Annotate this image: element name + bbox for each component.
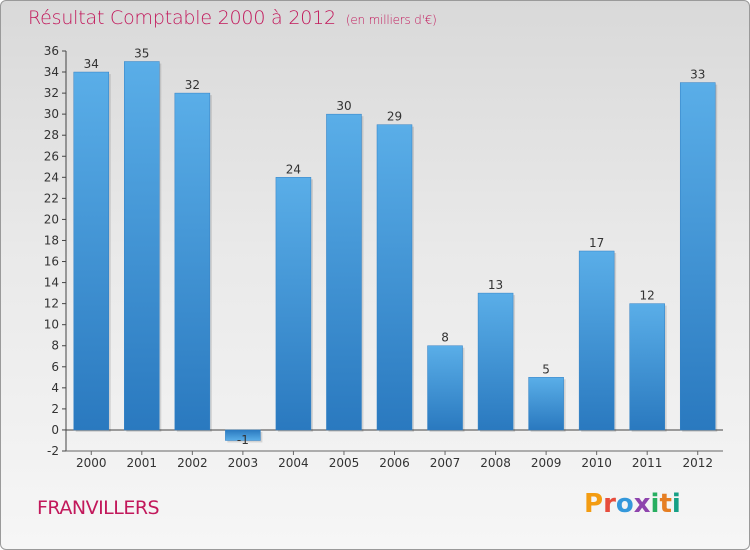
y-tick-label: 0 — [51, 423, 59, 437]
logo-letter: i — [650, 489, 660, 519]
x-tick-label: 2008 — [480, 456, 511, 470]
data-label: 35 — [134, 47, 149, 61]
y-tick-label: 36 — [44, 44, 59, 58]
y-tick-label: 16 — [44, 255, 59, 269]
bar — [73, 71, 110, 431]
y-tick-label: 8 — [51, 339, 59, 353]
data-label: 5 — [542, 362, 550, 376]
data-label: 12 — [640, 289, 655, 303]
logo-letter: x — [633, 489, 651, 519]
chart-title-text: Résultat Comptable 2000 à 2012 — [28, 7, 336, 29]
y-tick-label: 2 — [51, 402, 59, 416]
x-tick-label: 2003 — [228, 456, 259, 470]
y-tick-label: 6 — [51, 360, 59, 374]
y-tick-label: 12 — [44, 297, 59, 311]
proxiti-logo: Proxiti — [584, 489, 681, 519]
data-label: 34 — [84, 57, 99, 71]
y-tick-label: 30 — [44, 107, 59, 121]
y-tick-label: 26 — [44, 149, 59, 163]
y-tick-label: 14 — [44, 276, 59, 290]
x-tick-label: 2004 — [278, 456, 309, 470]
bar — [477, 292, 514, 431]
bar — [679, 82, 716, 431]
y-tick-label: -2 — [47, 444, 59, 458]
data-label: 30 — [336, 99, 351, 113]
bar — [225, 429, 261, 441]
y-tick-label: 10 — [44, 318, 59, 332]
data-label: 8 — [441, 331, 449, 345]
logo-letter: i — [671, 489, 681, 519]
bar — [376, 124, 413, 431]
x-tick-label: 2010 — [581, 456, 612, 470]
bar — [326, 113, 362, 431]
y-tick-label: 4 — [51, 381, 59, 395]
x-tick-label: 2007 — [430, 456, 461, 470]
data-label: 17 — [589, 236, 604, 250]
bar — [427, 345, 463, 431]
commune-name: FRANVILLERS — [37, 497, 160, 519]
data-label: 32 — [185, 78, 200, 92]
data-label: 33 — [690, 68, 705, 82]
logo-letter: P — [584, 489, 604, 519]
x-tick-label: 2001 — [127, 456, 158, 470]
y-tick-label: 34 — [44, 65, 59, 79]
bar — [275, 177, 312, 431]
chart-title: Résultat Comptable 2000 à 2012 (en millie… — [28, 7, 437, 29]
chart-subtitle: (en milliers d'€) — [345, 13, 437, 27]
x-tick-label: 2002 — [177, 456, 208, 470]
x-tick-label: 2011 — [632, 456, 663, 470]
x-tick-label: 2000 — [76, 456, 107, 470]
x-tick-label: 2009 — [531, 456, 562, 470]
y-tick-label: 24 — [44, 170, 59, 184]
bar — [578, 250, 615, 431]
bar — [629, 303, 665, 431]
y-tick-label: 18 — [44, 233, 59, 247]
y-tick-label: 28 — [44, 128, 59, 142]
y-tick-label: 22 — [44, 191, 59, 205]
bars — [73, 61, 718, 443]
x-tick-label: 2012 — [682, 456, 713, 470]
data-label: 29 — [387, 110, 402, 124]
y-tick-label: 20 — [44, 212, 59, 226]
bar — [174, 92, 211, 431]
x-axis: 2000 2001 2002 2003 2004 2005 2006 2007 2008 2009… — [66, 429, 723, 470]
logo-letter: r — [603, 489, 616, 519]
y-tick-label: 32 — [44, 86, 59, 100]
bar — [528, 377, 564, 431]
x-tick-label: 2006 — [379, 456, 410, 470]
logo-letter: o — [615, 489, 634, 519]
x-tick-label: 2005 — [329, 456, 360, 470]
data-label: -1 — [237, 433, 249, 447]
data-label: 24 — [286, 162, 301, 176]
logo-letter: t — [659, 489, 672, 519]
data-label: 13 — [488, 278, 503, 292]
data-labels: 34 35 32 -1 24 30 29 8 13 5 17 12 33 — [84, 47, 706, 447]
bar — [124, 61, 160, 431]
